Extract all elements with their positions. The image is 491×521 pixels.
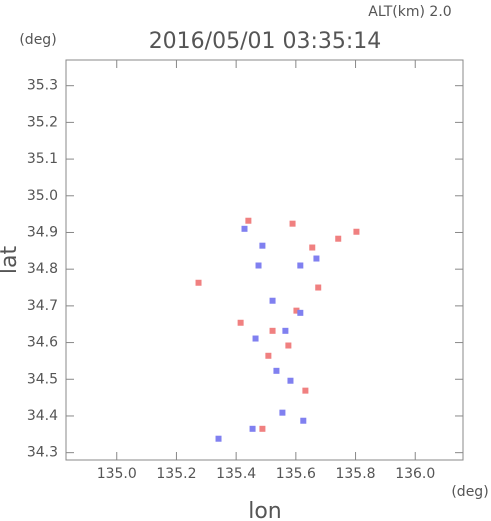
x-tick-label: 135.2 [156,466,196,482]
y-tick-label: 34.9 [27,224,58,240]
point [215,435,222,442]
point [293,307,300,314]
point [309,244,316,251]
y-tick-label: 35.1 [27,151,58,167]
x-tick-label: 135.4 [216,466,256,482]
point [353,228,360,235]
point [302,387,309,394]
y-axis-label: lat [0,246,22,275]
point [245,217,252,224]
x-tick-label: 136.0 [395,466,435,482]
point [269,297,276,304]
point [285,342,292,349]
point [265,352,272,359]
point [252,335,259,342]
point [273,367,280,374]
x-tick-label: 135.0 [97,466,137,482]
y-tick-label: 34.8 [27,261,58,277]
point [287,377,294,384]
y-tick-label: 34.5 [27,371,58,387]
point [237,319,244,326]
point [300,417,307,424]
x-tick-label: 135.6 [276,466,316,482]
point [335,235,342,242]
x-axis-label: lon [248,499,282,521]
point [195,279,202,286]
y-unit: (deg) [19,32,56,48]
point [297,262,304,269]
plot-frame [65,59,464,461]
point [289,220,296,227]
point [241,225,248,232]
annotation: ALT(km) 2.0 [368,4,451,20]
y-tick-label: 35.0 [27,188,58,204]
y-tick-label: 34.3 [27,445,58,461]
y-tick-label: 34.6 [27,335,58,351]
point [269,327,276,334]
point [249,425,256,432]
point [259,242,266,249]
x-unit: (deg) [451,484,488,500]
chart-title: 2016/05/01 03:35:14 [149,29,382,54]
point [255,262,262,269]
y-tick-label: 35.2 [27,114,58,130]
point [297,309,304,316]
point [282,327,289,334]
y-tick-label: 35.3 [27,78,58,94]
point [259,425,266,432]
y-tick-label: 34.4 [27,408,58,424]
point [315,284,322,291]
point [313,255,320,262]
x-tick-label: 135.8 [335,466,375,482]
point [279,409,286,416]
y-tick-label: 34.7 [27,298,58,314]
